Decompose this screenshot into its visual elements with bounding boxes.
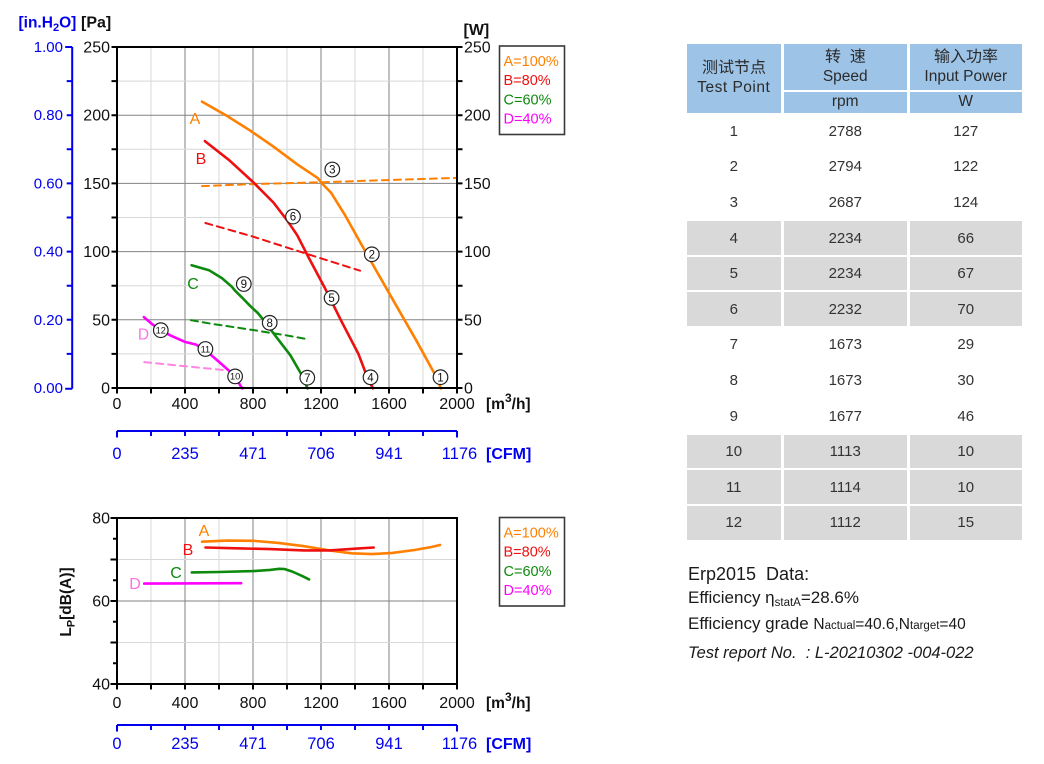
svg-text:9: 9 (241, 279, 247, 291)
svg-text:1200: 1200 (303, 695, 339, 712)
svg-text:800: 800 (240, 396, 267, 413)
svg-text:150: 150 (83, 176, 110, 193)
svg-text:0: 0 (101, 381, 110, 398)
svg-text:50: 50 (464, 312, 482, 329)
svg-text:2: 2 (369, 249, 375, 261)
svg-text:[m3/h]: [m3/h] (486, 690, 531, 712)
svg-text:[W]: [W] (464, 22, 490, 39)
svg-text:200: 200 (464, 108, 491, 125)
svg-text:A: A (199, 523, 210, 540)
svg-text:1600: 1600 (371, 396, 407, 413)
svg-text:C=60%: C=60% (504, 564, 552, 580)
svg-text:100: 100 (83, 244, 110, 261)
svg-text:0: 0 (112, 735, 121, 753)
svg-text:40: 40 (92, 677, 110, 694)
svg-text:0: 0 (113, 695, 122, 712)
svg-text:A: A (190, 111, 201, 128)
svg-text:150: 150 (464, 176, 491, 193)
svg-text:11: 11 (201, 344, 211, 354)
svg-text:1176: 1176 (442, 735, 477, 753)
svg-text:471: 471 (239, 445, 267, 463)
svg-text:235: 235 (171, 445, 199, 463)
svg-text:[Pa]: [Pa] (81, 15, 111, 32)
svg-text:471: 471 (239, 735, 267, 753)
svg-text:8: 8 (266, 318, 272, 330)
svg-text:4: 4 (367, 372, 374, 384)
svg-text:0: 0 (112, 445, 121, 463)
svg-text:200: 200 (83, 108, 110, 125)
svg-text:0.80: 0.80 (34, 107, 63, 124)
svg-text:D=40%: D=40% (504, 112, 552, 128)
svg-text:0.40: 0.40 (34, 244, 63, 261)
svg-text:1600: 1600 (371, 695, 407, 712)
svg-text:A=100%: A=100% (504, 526, 559, 542)
svg-text:60: 60 (92, 594, 110, 611)
svg-text:0: 0 (464, 381, 473, 398)
svg-text:1200: 1200 (303, 396, 339, 413)
svg-text:C=60%: C=60% (504, 92, 552, 108)
svg-text:A=100%: A=100% (504, 54, 559, 70)
svg-text:D: D (138, 327, 149, 344)
svg-text:D: D (129, 576, 141, 593)
svg-text:1176: 1176 (442, 445, 477, 463)
svg-text:235: 235 (171, 735, 199, 753)
svg-text:0.60: 0.60 (34, 175, 63, 192)
svg-text:B=80%: B=80% (504, 545, 551, 561)
svg-text:7: 7 (304, 373, 310, 385)
svg-text:[CFM]: [CFM] (486, 736, 531, 753)
svg-text:250: 250 (464, 40, 491, 57)
svg-text:80: 80 (92, 511, 110, 528)
svg-text:10: 10 (230, 372, 240, 382)
svg-text:400: 400 (172, 396, 199, 413)
svg-text:0.20: 0.20 (34, 312, 63, 329)
svg-text:800: 800 (240, 695, 267, 712)
svg-text:B: B (183, 542, 194, 559)
svg-text:LP[dB(A)]: LP[dB(A)] (58, 567, 78, 636)
svg-text:0.00: 0.00 (34, 380, 63, 397)
svg-text:B=80%: B=80% (504, 73, 551, 89)
svg-text:400: 400 (172, 695, 199, 712)
svg-text:5: 5 (328, 293, 334, 305)
svg-text:2000: 2000 (439, 396, 475, 413)
svg-text:[in.H2O]: [in.H2O] (19, 15, 77, 35)
svg-text:12: 12 (156, 326, 166, 336)
svg-text:941: 941 (375, 445, 403, 463)
svg-text:250: 250 (83, 40, 110, 57)
svg-text:[CFM]: [CFM] (486, 446, 531, 463)
svg-text:2000: 2000 (439, 695, 475, 712)
svg-text:1: 1 (437, 372, 443, 384)
svg-text:C: C (170, 565, 182, 582)
svg-text:50: 50 (92, 312, 110, 329)
svg-text:706: 706 (307, 445, 335, 463)
svg-text:941: 941 (375, 735, 403, 753)
svg-text:3: 3 (329, 165, 335, 177)
svg-text:1.00: 1.00 (34, 39, 63, 56)
svg-text:100: 100 (464, 244, 491, 261)
svg-text:6: 6 (290, 212, 296, 224)
svg-text:706: 706 (307, 735, 335, 753)
svg-text:C: C (187, 276, 199, 293)
svg-text:0: 0 (113, 396, 122, 413)
svg-text:D=40%: D=40% (504, 583, 552, 599)
svg-text:B: B (196, 151, 207, 168)
svg-text:[m3/h]: [m3/h] (486, 391, 531, 413)
